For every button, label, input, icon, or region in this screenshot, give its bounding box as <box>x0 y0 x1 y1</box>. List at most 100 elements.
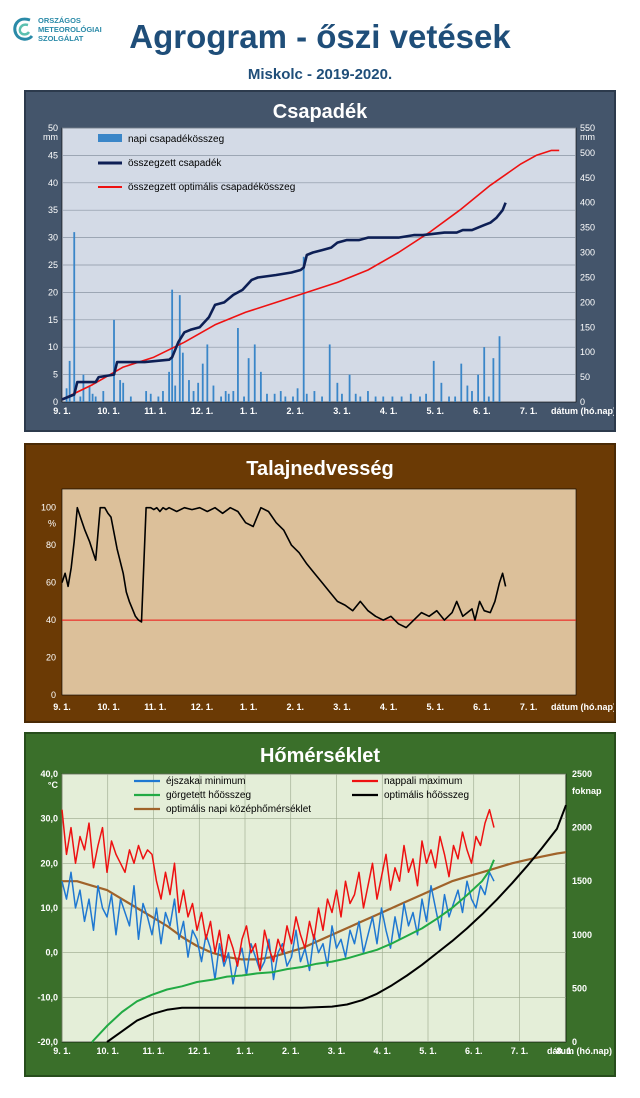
precip-bar <box>432 360 435 402</box>
precip-bar <box>284 396 287 402</box>
y2-tick-label: 1500 <box>572 876 592 886</box>
y-tick-label: -10,0 <box>37 992 58 1002</box>
x-tick-label: 11. 1. <box>142 1046 164 1056</box>
chart-title: Hőmérséklet <box>260 745 380 767</box>
y-tick-label: 45 <box>48 150 58 160</box>
precip-bar <box>471 391 473 402</box>
precip-bar <box>91 393 94 402</box>
chart-title: Csapadék <box>273 101 368 123</box>
precip-bar <box>341 393 343 402</box>
x-tick-label: 2. 1. <box>287 406 305 416</box>
day-max-line <box>61 808 495 972</box>
swirl-logo-icon <box>13 17 34 41</box>
y-axis-label: °C <box>48 780 59 790</box>
y-tick-label: 50 <box>48 123 58 133</box>
precip-bar <box>266 393 268 402</box>
plot-area <box>61 488 577 696</box>
y-tick-label: 35 <box>48 205 58 215</box>
y2-tick-label: 2000 <box>572 823 592 833</box>
y2-tick-label: 0 <box>580 397 585 407</box>
x-tick-label: 2. 1. <box>282 1046 300 1056</box>
legend-label: optimális napi középhőmérséklet <box>166 804 311 815</box>
x-tick-label: 4. 1. <box>373 1046 391 1056</box>
precip-bar <box>302 256 305 402</box>
y-axis-label: mm <box>43 132 58 142</box>
x-tick-label: 12. 1. <box>188 1046 211 1056</box>
x-tick-label: 9. 1. <box>53 406 71 416</box>
precip-bar <box>440 382 443 402</box>
precip-bar <box>487 396 490 402</box>
x-axis-label: dátum (hó.nap) <box>547 1046 612 1056</box>
legend-label: nappali maximum <box>384 776 462 787</box>
logo-line-1: ORSZÁGOS <box>38 16 81 25</box>
y2-tick-label: 300 <box>580 248 595 258</box>
x-tick-label: 8. 1. <box>556 1046 574 1056</box>
y2-tick-label: 2500 <box>572 769 592 779</box>
precip-bar <box>448 396 450 402</box>
x-tick-label: 11. 1. <box>144 702 166 712</box>
precip-bar <box>113 319 115 402</box>
precip-bar <box>149 393 152 402</box>
y-tick-label: 40,0 <box>40 769 58 779</box>
precip-bar <box>296 388 299 402</box>
night-min-line <box>61 871 495 985</box>
legend-label: optimális hőösszeg <box>384 790 469 801</box>
legend-label: összegzett optimális csapadékösszeg <box>128 182 295 193</box>
x-tick-label: 7. 1. <box>520 406 538 416</box>
x-tick-label: 5. 1. <box>427 702 445 712</box>
precip-bar <box>119 380 122 402</box>
x-tick-label: 10. 1. <box>96 1046 119 1056</box>
y2-tick-label: 350 <box>580 223 595 233</box>
y-tick-label: 10 <box>48 342 58 352</box>
precip-bar <box>460 363 463 402</box>
x-tick-label: 1. 1. <box>240 702 258 712</box>
precip-bar <box>192 391 195 402</box>
precip-bar <box>492 358 495 402</box>
precip-bar <box>466 385 469 402</box>
precip-bar <box>483 347 486 402</box>
precip-bar <box>168 371 170 402</box>
optimal-cumulative-line <box>61 149 560 401</box>
precip-bar <box>145 391 148 402</box>
precip-bar <box>243 396 245 402</box>
legend-label: görgetett hőösszeg <box>166 790 251 801</box>
page-title: Agrogram - őszi vetések <box>129 18 511 55</box>
precip-bar <box>409 393 412 402</box>
precip-bar <box>328 344 331 402</box>
y2-tick-label: 1000 <box>572 930 592 940</box>
y2-tick-label: 50 <box>580 372 590 382</box>
y2-tick-label: 0 <box>572 1037 577 1047</box>
soil-moisture-panel: Talajnedvesség 0 20 40 60 80 100% 9. 1. 10. 1. 11… <box>24 443 616 723</box>
precip-bar <box>498 336 501 402</box>
x-tick-label: 12. 1. <box>191 406 214 416</box>
chart-title: Talajnedvesség <box>246 458 393 480</box>
legend-label: napi csapadékösszeg <box>128 134 224 145</box>
page-subtitle: Miskolc - 2019-2020. <box>247 66 393 83</box>
precip-bar <box>253 344 256 402</box>
x-tick-label: 4. 1. <box>380 702 398 712</box>
x-tick-label: 1. 1. <box>240 406 258 416</box>
x-tick-label: 9. 1. <box>53 1046 71 1056</box>
precip-bar <box>374 396 377 402</box>
x-tick-label: 5. 1. <box>419 1046 437 1056</box>
y-tick-label: 15 <box>48 315 58 325</box>
precip-bar <box>174 385 177 402</box>
x-tick-label: 5. 1. <box>427 406 445 416</box>
precip-bar <box>94 396 97 402</box>
precip-bar <box>259 371 262 402</box>
logo-line-3: SZOLGÁLAT <box>38 34 84 43</box>
precip-bar <box>391 396 394 402</box>
y2-tick-label: 150 <box>580 322 595 332</box>
x-tick-label: 6. 1. <box>473 406 491 416</box>
precipitation-panel: Csapadék 0 5 10 15 20 25 30 35 40 45 50 0 50 100 150 200… <box>24 90 616 432</box>
precip-bar <box>201 363 204 402</box>
y-tick-label: 20,0 <box>40 858 58 868</box>
precip-bar <box>477 374 479 402</box>
precip-bar <box>212 385 215 402</box>
precip-bar <box>292 396 294 402</box>
y-tick-label: 100 <box>41 503 56 513</box>
precip-bar <box>425 393 427 402</box>
y-tick-label: 40 <box>48 178 58 188</box>
precip-bar <box>273 393 276 402</box>
precip-bar <box>157 396 160 402</box>
